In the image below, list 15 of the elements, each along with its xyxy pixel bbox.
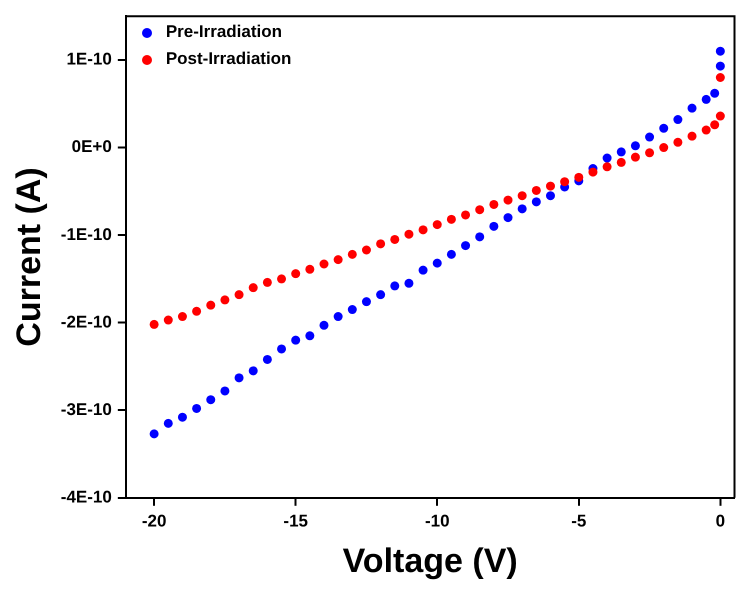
y-tick-label: -4E-10 (60, 487, 112, 506)
y-tick-label: 0E+0 (72, 137, 112, 156)
x-axis-title: Voltage (V) (342, 542, 518, 580)
legend-label: Pre-Irradiation (166, 22, 282, 42)
legend-label: Post-Irradiation (166, 49, 292, 68)
y-tick-label: -3E-10 (60, 400, 112, 419)
x-tick-label: -15 (283, 512, 308, 531)
x-tick-label: -20 (142, 512, 166, 531)
x-tick-label: -5 (571, 512, 586, 531)
x-tick-label: -10 (424, 512, 450, 531)
y-tick-label: -1E-10 (60, 224, 112, 244)
y-tick-label: -2E-10 (60, 312, 112, 332)
y-tick-label: 1E-10 (66, 50, 112, 69)
x-tick-label: 0 (716, 512, 726, 531)
y-axis-title: Current (A) (10, 167, 48, 347)
